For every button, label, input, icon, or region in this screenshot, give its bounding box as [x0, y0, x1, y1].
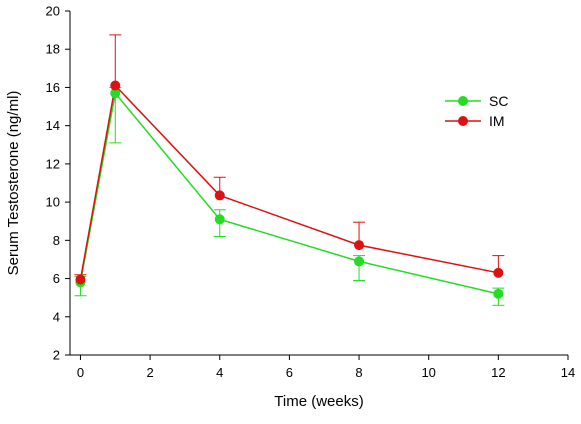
data-point-sc	[110, 88, 121, 99]
series-lines	[79, 83, 499, 295]
series-line-im	[79, 83, 499, 280]
y-tick-label: 16	[46, 80, 60, 95]
data-point-im	[354, 240, 365, 251]
legend-label-im: IM	[489, 113, 505, 129]
x-tick-label: 4	[216, 365, 223, 380]
x-tick-label: 6	[286, 365, 293, 380]
legend-label-sc: SC	[489, 93, 508, 109]
data-point-sc	[493, 288, 504, 299]
series-line-sc	[79, 91, 499, 295]
data-point-im	[214, 190, 225, 201]
data-point-sc	[354, 256, 365, 267]
y-tick-label: 10	[46, 195, 60, 210]
y-tick-label: 12	[46, 156, 60, 171]
data-point-im	[110, 80, 121, 91]
x-tick-label: 8	[355, 365, 362, 380]
legend-marker-im	[458, 116, 468, 126]
x-tick-label: 2	[146, 365, 153, 380]
y-tick-label: 14	[46, 118, 60, 133]
legend-marker-sc	[458, 96, 468, 106]
y-axis-title: Serum Testosterone (ng/ml)	[5, 91, 22, 276]
y-tick-label: 8	[53, 233, 60, 248]
x-tick-label: 0	[77, 365, 84, 380]
y-tick-label: 4	[53, 309, 60, 324]
x-tick-label: 12	[491, 365, 505, 380]
error-bars	[74, 34, 505, 306]
data-points	[75, 80, 504, 299]
data-point-sc	[214, 214, 225, 225]
y-tick-label: 2	[53, 348, 60, 363]
data-point-im	[493, 267, 504, 278]
x-axis-title: Time (weeks)	[274, 393, 363, 410]
axes: 0 2 4 6 8 10 12 14 2 4 6 8 10 12 14 16 18 20	[46, 4, 576, 381]
x-tick-label: 10	[421, 365, 435, 380]
legend: SC IM	[445, 93, 508, 129]
data-point-im	[75, 274, 86, 285]
x-tick-label: 14	[561, 365, 575, 380]
y-tick-label: 18	[46, 42, 60, 57]
y-tick-label: 6	[53, 271, 60, 286]
y-tick-label: 20	[46, 4, 60, 19]
